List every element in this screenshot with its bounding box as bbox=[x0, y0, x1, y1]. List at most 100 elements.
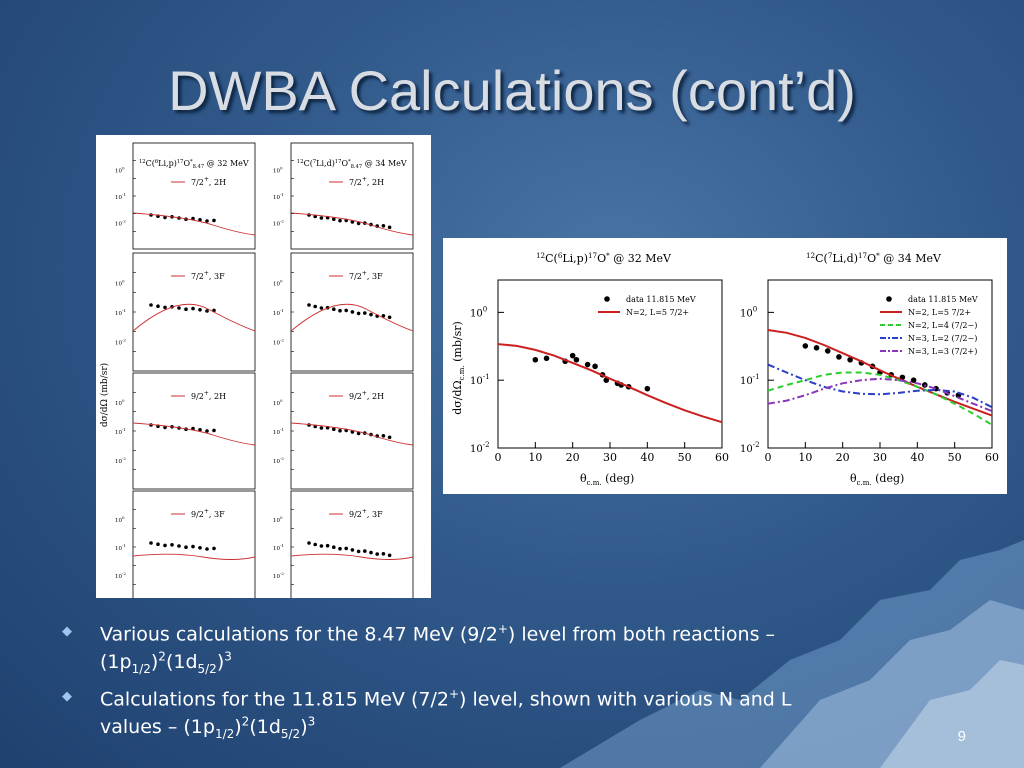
right-ytick-label: 10-1 bbox=[470, 373, 490, 387]
left-data-point bbox=[177, 544, 181, 548]
right-data-point bbox=[584, 361, 591, 368]
left-data-point bbox=[319, 216, 324, 220]
left-data-point bbox=[387, 225, 392, 230]
left-legend-label: 7/2+, 3F bbox=[191, 270, 225, 281]
bullet-text: Various calculations for the 8.47 MeV (9… bbox=[100, 623, 498, 646]
left-data-point bbox=[369, 550, 373, 555]
left-data-point bbox=[156, 304, 160, 308]
right-figure: dσ/dΩc.m. (mb/sr) 12C(6Li,p)17O* @ 32 MeV… bbox=[443, 238, 1007, 494]
formula-text: ) bbox=[234, 716, 242, 739]
left-data-point bbox=[212, 218, 216, 223]
right-series-line bbox=[767, 377, 993, 413]
left-ytick-label: 100 bbox=[115, 515, 125, 524]
formula-text: (1p bbox=[100, 650, 132, 673]
left-ytick-label: 100 bbox=[115, 279, 125, 288]
left-data-point bbox=[212, 428, 216, 433]
bullet-formula: values – (1p1/2)2(1d5/2)3 bbox=[100, 714, 315, 741]
left-ytick-label: 10-2 bbox=[115, 571, 126, 580]
right-data-point bbox=[910, 377, 917, 383]
left-figure-grid: dσ/dΩ (mb/sr) 12C(6Li,p)17O*8.47 @ 32 MeV… bbox=[99, 142, 414, 598]
right-chart-title: 12C(7Li,d)17O* @ 34 MeV bbox=[806, 251, 942, 265]
left-data-point bbox=[356, 431, 361, 436]
left-data-point bbox=[338, 546, 342, 551]
right-legend-marker bbox=[886, 296, 892, 302]
left-ytick-label: 10-2 bbox=[273, 456, 284, 465]
right-chart-frame bbox=[497, 279, 723, 449]
right-chart-frame bbox=[767, 279, 993, 449]
right-series-line bbox=[497, 343, 723, 424]
left-data-point bbox=[344, 308, 348, 313]
left-ytick-label: 100 bbox=[273, 515, 283, 524]
left-data-point bbox=[356, 549, 361, 554]
left-data-point bbox=[338, 308, 342, 313]
formula-sup: 2 bbox=[241, 714, 250, 729]
left-data-point bbox=[332, 307, 336, 311]
right-legend-label: N=2, L=4 (7/2−) bbox=[908, 321, 977, 330]
right-data-point bbox=[644, 385, 651, 392]
left-ytick-label: 10-1 bbox=[115, 427, 126, 436]
left-col-title: 12C(7Li,d)17O*8.47 @ 34 MeV bbox=[297, 159, 407, 170]
left-data-point bbox=[381, 552, 386, 556]
left-calc-curve bbox=[132, 212, 256, 236]
left-data-point bbox=[149, 541, 153, 545]
right-data-point bbox=[824, 348, 831, 354]
left-legend-label: 7/2+, 2H bbox=[191, 176, 226, 187]
left-ytick-label: 10-1 bbox=[273, 308, 284, 317]
right-xtick-label: 60 bbox=[985, 451, 999, 464]
left-legend-label: 9/2+, 3F bbox=[349, 508, 383, 519]
formula-sub: 1/2 bbox=[214, 726, 235, 741]
formula-sup: 2 bbox=[158, 649, 166, 664]
right-data-point bbox=[813, 345, 820, 351]
left-data-point bbox=[156, 542, 160, 546]
left-data-point bbox=[205, 547, 209, 551]
left-ytick-label: 10-1 bbox=[273, 427, 284, 436]
right-data-point bbox=[573, 356, 580, 363]
left-data-point bbox=[198, 546, 202, 550]
left-data-point bbox=[338, 428, 342, 433]
left-data-point bbox=[319, 306, 324, 310]
right-data-point bbox=[543, 355, 550, 362]
right-legend-label: N=3, L=3 (7/2+) bbox=[908, 347, 977, 356]
right-legend-label: data 11.815 MeV bbox=[908, 295, 978, 304]
right-xtick-label: 30 bbox=[603, 451, 617, 464]
left-data-point bbox=[356, 311, 361, 316]
left-ytick-label: 10-2 bbox=[115, 456, 126, 465]
right-xtick-label: 40 bbox=[640, 451, 654, 464]
left-data-point bbox=[205, 219, 209, 223]
right-series-line bbox=[767, 371, 993, 426]
formula-sup: 3 bbox=[224, 649, 232, 664]
left-data-point bbox=[205, 429, 209, 433]
left-data-point bbox=[313, 542, 317, 547]
right-xlabel: θc.m. (deg) bbox=[850, 472, 904, 487]
left-ytick-label: 100 bbox=[115, 166, 125, 175]
left-data-point bbox=[344, 546, 348, 551]
right-data-point bbox=[847, 356, 853, 363]
left-data-point bbox=[381, 314, 386, 318]
left-calc-curve bbox=[290, 422, 414, 446]
bullet-formula: (1p1/2)2(1d5/2)3 bbox=[100, 649, 232, 676]
formula-sub: 5/2 bbox=[280, 726, 301, 741]
left-legend-label: 7/2+, 3F bbox=[349, 270, 383, 281]
bullet-sup: + bbox=[448, 687, 460, 702]
left-data-point bbox=[332, 545, 336, 549]
left-legend-label: 7/2+, 2H bbox=[349, 176, 384, 187]
bullet-text: ) level, shown with various N and L bbox=[459, 688, 792, 711]
left-ytick-label: 100 bbox=[273, 398, 283, 407]
right-data-point bbox=[569, 352, 576, 359]
left-data-point bbox=[387, 435, 392, 440]
left-data-point bbox=[381, 224, 386, 228]
diamond-bullet-icon: ◆ bbox=[62, 624, 72, 639]
right-xtick-label: 50 bbox=[678, 451, 692, 464]
right-series-line bbox=[767, 329, 993, 417]
left-col-title: 12C(6Li,p)17O*8.47 @ 32 MeV bbox=[139, 159, 249, 170]
left-data-point bbox=[170, 543, 174, 547]
left-data-point bbox=[350, 548, 355, 552]
right-legend-label: data 11.815 MeV bbox=[626, 295, 696, 304]
right-xtick-label: 10 bbox=[528, 451, 542, 464]
right-data-point bbox=[603, 377, 610, 383]
formula-sub: 1/2 bbox=[131, 661, 151, 676]
left-data-point bbox=[375, 552, 380, 556]
left-data-point bbox=[163, 543, 167, 548]
formula-text: values – (1p bbox=[100, 716, 215, 739]
right-xtick-label: 20 bbox=[566, 451, 580, 464]
